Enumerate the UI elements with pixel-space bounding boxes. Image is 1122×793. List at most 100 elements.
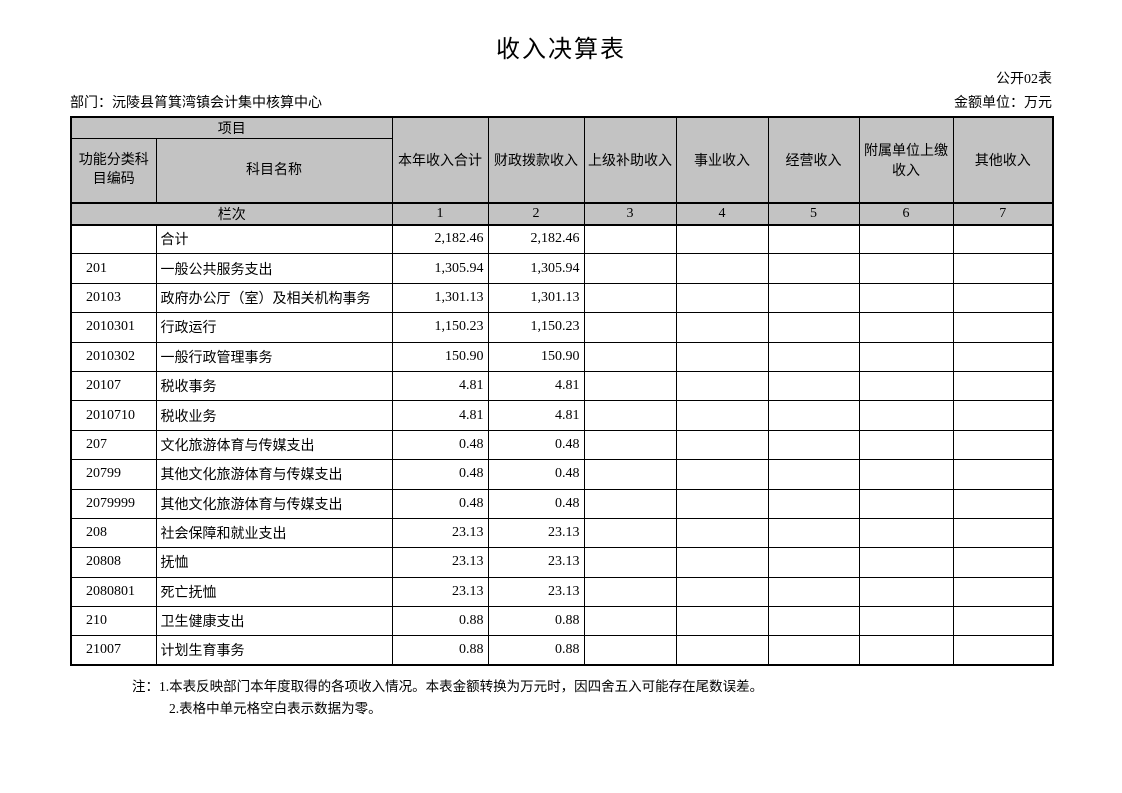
row-value-col3 <box>583 253 677 284</box>
column-header-operational: 事业收入 <box>675 116 769 203</box>
row-value-col6 <box>858 459 954 490</box>
row-name: 卫生健康支出 <box>155 606 393 637</box>
row-value-col2: 4.81 <box>487 370 585 402</box>
table-row: 2010302 一般行政管理事务 150.90 150.90 <box>70 341 1054 372</box>
row-name: 计划生育事务 <box>155 635 393 666</box>
row-value-col2: 0.48 <box>487 488 585 519</box>
row-name: 其他文化旅游体育与传媒支出 <box>155 459 393 490</box>
row-name: 死亡抚恤 <box>155 576 393 608</box>
row-value-col5 <box>767 223 860 255</box>
row-name: 一般行政管理事务 <box>155 341 393 372</box>
row-code: 210 <box>70 606 157 637</box>
row-value-col7 <box>952 282 1054 314</box>
name-header-cell: 科目名称 <box>155 138 393 203</box>
lanci-index-6: 6 <box>858 201 954 226</box>
notes: 注：1.本表反映部门本年度取得的各项收入情况。本表金额转换为万元时，因四舍五入可… <box>132 676 1052 720</box>
unit-label: 金额单位：万元 <box>954 96 1052 111</box>
row-name: 社会保障和就业支出 <box>155 517 393 549</box>
row-value-col5 <box>767 459 860 490</box>
table-row: 201 一般公共服务支出 1,305.94 1,305.94 <box>70 253 1054 284</box>
row-code: 21007 <box>70 635 157 666</box>
row-code <box>70 223 157 255</box>
row-value-col6 <box>858 635 954 666</box>
row-value-col1: 0.48 <box>391 459 489 490</box>
column-header-total: 本年收入合计 <box>391 116 489 203</box>
row-value-col4 <box>675 370 769 402</box>
row-value-col3 <box>583 606 677 637</box>
row-code: 207 <box>70 429 157 461</box>
lanci-index-5: 5 <box>767 201 860 226</box>
row-value-col6 <box>858 370 954 402</box>
table-row: 20799 其他文化旅游体育与传媒支出 0.48 0.48 <box>70 459 1054 490</box>
row-value-col1: 1,301.13 <box>391 282 489 314</box>
table-row: 207 文化旅游体育与传媒支出 0.48 0.48 <box>70 429 1054 461</box>
row-value-col7 <box>952 606 1054 637</box>
row-name: 抚恤 <box>155 547 393 578</box>
row-name: 合计 <box>155 223 393 255</box>
row-value-col1: 2,182.46 <box>391 223 489 255</box>
row-code: 2010302 <box>70 341 157 372</box>
row-value-col2: 0.48 <box>487 459 585 490</box>
row-value-col2: 1,305.94 <box>487 253 585 284</box>
row-value-col6 <box>858 312 954 343</box>
row-code: 2010710 <box>70 400 157 431</box>
row-value-col2: 23.13 <box>487 517 585 549</box>
row-value-col3 <box>583 341 677 372</box>
page-title: 收入决算表 <box>496 37 626 63</box>
table-row: 20103 政府办公厅（室）及相关机构事务 1,301.13 1,301.13 <box>70 282 1054 314</box>
row-value-col4 <box>675 253 769 284</box>
row-value-col7 <box>952 488 1054 519</box>
row-code: 20107 <box>70 370 157 402</box>
table-tag: 公开02表 <box>996 72 1052 87</box>
row-value-col1: 0.48 <box>391 488 489 519</box>
row-value-col7 <box>952 459 1054 490</box>
row-value-col7 <box>952 429 1054 461</box>
row-value-col4 <box>675 223 769 255</box>
table-row: 210 卫生健康支出 0.88 0.88 <box>70 606 1054 637</box>
row-value-col7 <box>952 547 1054 578</box>
row-value-col5 <box>767 282 860 314</box>
row-code: 20808 <box>70 547 157 578</box>
column-header-superior-subsidy: 上级补助收入 <box>583 116 677 203</box>
row-value-col1: 1,305.94 <box>391 253 489 284</box>
row-value-col2: 0.88 <box>487 635 585 666</box>
column-header-fiscal-grant: 财政拨款收入 <box>487 116 585 203</box>
row-name: 税收业务 <box>155 400 393 431</box>
row-value-col6 <box>858 223 954 255</box>
row-value-col4 <box>675 459 769 490</box>
row-value-col5 <box>767 606 860 637</box>
row-value-col3 <box>583 370 677 402</box>
row-code: 2080801 <box>70 576 157 608</box>
row-value-col1: 150.90 <box>391 341 489 372</box>
row-value-col2: 23.13 <box>487 576 585 608</box>
lanci-label-cell: 栏次 <box>70 201 393 226</box>
row-name: 政府办公厅（室）及相关机构事务 <box>155 282 393 314</box>
row-value-col4 <box>675 488 769 519</box>
row-value-col5 <box>767 400 860 431</box>
row-value-col5 <box>767 312 860 343</box>
table-row: 21007 计划生育事务 0.88 0.88 <box>70 635 1054 666</box>
row-value-col6 <box>858 253 954 284</box>
row-value-col1: 4.81 <box>391 370 489 402</box>
row-code: 2079999 <box>70 488 157 519</box>
table-row: 合计 2,182.46 2,182.46 <box>70 223 1054 255</box>
row-value-col7 <box>952 517 1054 549</box>
note-line-1: 注：1.本表反映部门本年度取得的各项收入情况。本表金额转换为万元时，因四舍五入可… <box>132 679 764 695</box>
column-header-affiliated-units: 附属单位上缴收入 <box>858 116 954 203</box>
row-value-col1: 4.81 <box>391 400 489 431</box>
row-value-col7 <box>952 400 1054 431</box>
row-value-col3 <box>583 488 677 519</box>
row-value-col7 <box>952 253 1054 284</box>
row-value-col4 <box>675 312 769 343</box>
row-value-col4 <box>675 429 769 461</box>
row-value-col7 <box>952 341 1054 372</box>
row-value-col1: 23.13 <box>391 517 489 549</box>
row-value-col2: 2,182.46 <box>487 223 585 255</box>
row-value-col4 <box>675 341 769 372</box>
table-row: 2079999 其他文化旅游体育与传媒支出 0.48 0.48 <box>70 488 1054 519</box>
code-header-cell: 功能分类科目编码 <box>70 138 157 203</box>
row-value-col3 <box>583 429 677 461</box>
table-row: 20107 税收事务 4.81 4.81 <box>70 370 1054 402</box>
row-value-col3 <box>583 312 677 343</box>
row-value-col5 <box>767 370 860 402</box>
